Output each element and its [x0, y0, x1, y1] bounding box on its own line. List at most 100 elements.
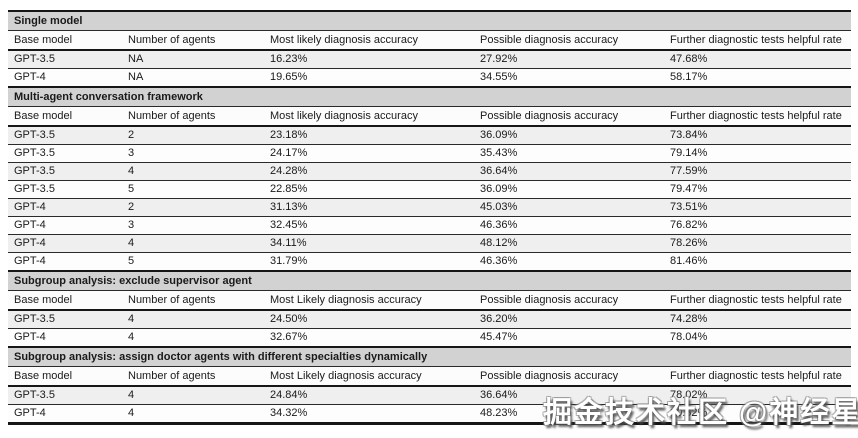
column-header-base-model: Base model: [8, 30, 122, 51]
cell-base-model: GPT-4: [8, 234, 122, 253]
cell-base-model: GPT-3.5: [8, 50, 122, 69]
cell-possible: 48.12%: [474, 234, 664, 253]
cell-possible: 34.55%: [474, 68, 664, 88]
column-header-most-likely: Most likely diagnosis accuracy: [264, 30, 474, 51]
cell-most-likely: 22.85%: [264, 180, 474, 199]
cell-base-model: GPT-4: [8, 216, 122, 235]
column-header-most-likely: Most likely diagnosis accuracy: [264, 106, 474, 127]
column-header-row: Base model Number of agents Most Likely …: [8, 366, 852, 387]
cell-num-agents: NA: [122, 50, 264, 69]
cell-base-model: GPT-4: [8, 198, 122, 217]
column-header-most-likely: Most Likely diagnosis accuracy: [264, 366, 474, 387]
cell-most-likely: 24.50%: [264, 310, 474, 329]
cell-base-model: GPT-3.5: [8, 310, 122, 329]
table-row: GPT-4 5 31.79% 46.36% 81.46%: [8, 252, 852, 272]
cell-base-model: GPT-3.5: [8, 180, 122, 199]
section-title: Subgroup analysis: assign doctor agents …: [8, 346, 852, 367]
cell-num-agents: 4: [122, 328, 264, 348]
cell-possible: 48.23%: [474, 404, 664, 424]
cell-base-model: GPT-4: [8, 68, 122, 88]
cell-most-likely: 23.18%: [264, 126, 474, 145]
cell-base-model: GPT-3.5: [8, 162, 122, 181]
cell-possible: 36.09%: [474, 126, 664, 145]
section-header-row: Multi-agent conversation framework: [8, 86, 852, 107]
cell-num-agents: 3: [122, 144, 264, 163]
column-header-further-tests: Further diagnostic tests helpful rate: [664, 30, 852, 51]
table-row: GPT-4 4 34.32% 48.23% 80.62%: [8, 404, 852, 424]
cell-base-model: GPT-3.5: [8, 386, 122, 405]
cell-most-likely: 32.45%: [264, 216, 474, 235]
cell-further-tests: 79.14%: [664, 144, 852, 163]
cell-base-model: GPT-4: [8, 252, 122, 272]
cell-further-tests: 58.17%: [664, 68, 852, 88]
column-header-num-agents: Number of agents: [122, 30, 264, 51]
cell-num-agents: 4: [122, 386, 264, 405]
cell-num-agents: 5: [122, 252, 264, 272]
column-header-possible: Possible diagnosis accuracy: [474, 30, 664, 51]
cell-further-tests: 74.28%: [664, 310, 852, 329]
column-header-possible: Possible diagnosis accuracy: [474, 366, 664, 387]
section-header-row: Subgroup analysis: exclude supervisor ag…: [8, 270, 852, 291]
cell-further-tests: 78.26%: [664, 234, 852, 253]
table-row: GPT-4 NA 19.65% 34.55% 58.17%: [8, 68, 852, 88]
cell-most-likely: 31.79%: [264, 252, 474, 272]
column-header-base-model: Base model: [8, 290, 122, 311]
table-row: GPT-3.5 4 24.28% 36.64% 77.59%: [8, 162, 852, 181]
column-header-base-model: Base model: [8, 106, 122, 127]
cell-most-likely: 34.32%: [264, 404, 474, 424]
cell-most-likely: 19.65%: [264, 68, 474, 88]
results-table: Single model Base model Number of agents…: [8, 10, 852, 425]
cell-num-agents: 4: [122, 234, 264, 253]
cell-further-tests: 78.02%: [664, 386, 852, 405]
table-row: GPT-4 2 31.13% 45.03% 73.51%: [8, 198, 852, 217]
cell-possible: 35.43%: [474, 144, 664, 163]
cell-most-likely: 24.17%: [264, 144, 474, 163]
cell-num-agents: 5: [122, 180, 264, 199]
section-header-row: Subgroup analysis: assign doctor agents …: [8, 346, 852, 367]
cell-further-tests: 80.62%: [664, 404, 852, 424]
cell-most-likely: 16.23%: [264, 50, 474, 69]
cell-further-tests: 79.47%: [664, 180, 852, 199]
cell-most-likely: 32.67%: [264, 328, 474, 348]
table-row: GPT-4 3 32.45% 46.36% 76.82%: [8, 216, 852, 235]
section-title: Multi-agent conversation framework: [8, 86, 852, 107]
table-row: GPT-4 4 32.67% 45.47% 78.04%: [8, 328, 852, 348]
cell-most-likely: 24.84%: [264, 386, 474, 405]
cell-possible: 46.36%: [474, 216, 664, 235]
column-header-further-tests: Further diagnostic tests helpful rate: [664, 290, 852, 311]
cell-num-agents: 4: [122, 404, 264, 424]
cell-possible: 27.92%: [474, 50, 664, 69]
cell-further-tests: 73.84%: [664, 126, 852, 145]
table-row: GPT-3.5 2 23.18% 36.09% 73.84%: [8, 126, 852, 145]
cell-num-agents: 2: [122, 198, 264, 217]
cell-base-model: GPT-4: [8, 404, 122, 424]
table-row: GPT-3.5 3 24.17% 35.43% 79.14%: [8, 144, 852, 163]
cell-most-likely: 34.11%: [264, 234, 474, 253]
section-header-row: Single model: [8, 10, 852, 31]
cell-base-model: GPT-4: [8, 328, 122, 348]
column-header-further-tests: Further diagnostic tests helpful rate: [664, 106, 852, 127]
cell-further-tests: 81.46%: [664, 252, 852, 272]
column-header-possible: Possible diagnosis accuracy: [474, 106, 664, 127]
table-row: GPT-4 4 34.11% 48.12% 78.26%: [8, 234, 852, 253]
column-header-row: Base model Number of agents Most likely …: [8, 106, 852, 127]
cell-num-agents: 2: [122, 126, 264, 145]
column-header-row: Base model Number of agents Most Likely …: [8, 290, 852, 311]
cell-possible: 36.09%: [474, 180, 664, 199]
cell-base-model: GPT-3.5: [8, 144, 122, 163]
cell-further-tests: 73.51%: [664, 198, 852, 217]
table-row: GPT-3.5 NA 16.23% 27.92% 47.68%: [8, 50, 852, 69]
column-header-base-model: Base model: [8, 366, 122, 387]
cell-num-agents: 4: [122, 162, 264, 181]
cell-possible: 45.47%: [474, 328, 664, 348]
cell-possible: 46.36%: [474, 252, 664, 272]
section-title: Subgroup analysis: exclude supervisor ag…: [8, 270, 852, 291]
column-header-num-agents: Number of agents: [122, 106, 264, 127]
column-header-num-agents: Number of agents: [122, 366, 264, 387]
cell-further-tests: 47.68%: [664, 50, 852, 69]
table-row: GPT-3.5 4 24.84% 36.64% 78.02%: [8, 386, 852, 405]
cell-base-model: GPT-3.5: [8, 126, 122, 145]
cell-num-agents: NA: [122, 68, 264, 88]
cell-most-likely: 31.13%: [264, 198, 474, 217]
